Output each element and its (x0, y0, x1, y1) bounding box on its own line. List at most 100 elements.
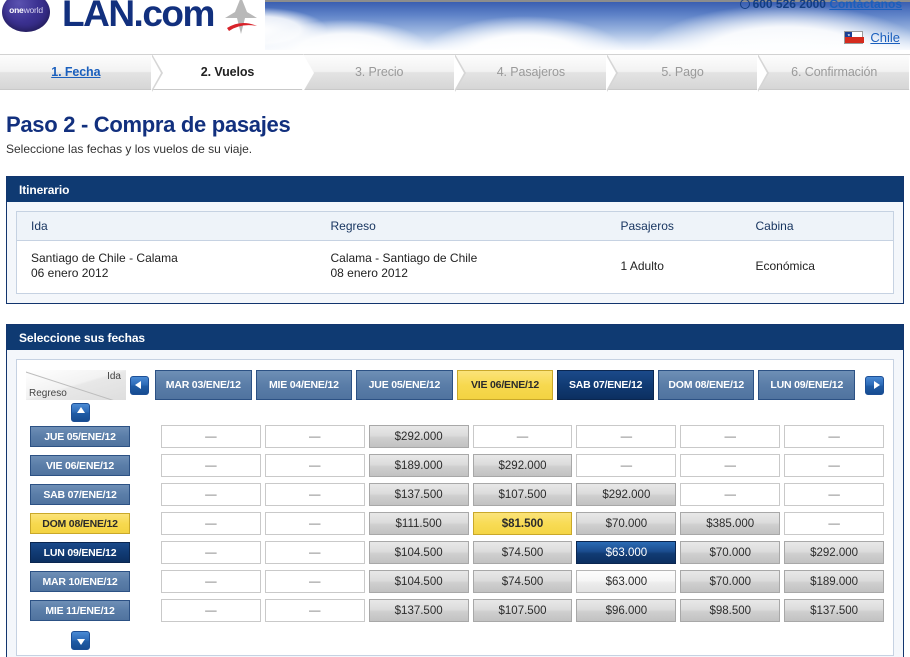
contact-bar: 600 526 2000 Contáctanos (739, 0, 902, 11)
fare-cell-2-2[interactable]: $137.500 (368, 483, 469, 506)
step-5-pago: 5. Pago (606, 54, 770, 92)
fare-cell-6-0: — (161, 599, 261, 622)
itinerary-regreso-cell: Calama - Santiago de Chile 08 enero 2012 (317, 241, 607, 294)
fare-cell-4-3[interactable]: $74.500 (472, 541, 573, 564)
step-1-label[interactable]: 1. Fecha (51, 65, 101, 79)
fare-row-5: MAR 10/ENE/12 — — $104.500 $74.500 $63.0… (26, 569, 885, 594)
fare-row-1: VIE 06/ENE/12 — — $189.000 $292.000 — — … (26, 453, 885, 478)
column-header-4[interactable]: SAB 07/ENE/12 (557, 370, 654, 400)
fare-cell-0-2[interactable]: $292.000 (368, 425, 469, 448)
page-body: Paso 2 - Compra de pasajes Seleccione la… (0, 112, 910, 657)
return-dates-down-row (26, 627, 884, 651)
column-header-0[interactable]: MAR 03/ENE/12 (155, 370, 252, 400)
brand-logo[interactable]: oneworld LAN.com (0, 0, 265, 50)
step-2-label: 2. Vuelos (200, 65, 255, 79)
fare-cell-0-6: — (784, 425, 885, 448)
fare-cell-4-4[interactable]: $63.000 (576, 541, 677, 564)
fare-cell-6-2[interactable]: $137.500 (368, 599, 469, 622)
row-header-1[interactable]: VIE 06/ENE/12 (30, 455, 130, 476)
row-header-3[interactable]: DOM 08/ENE/12 (30, 513, 130, 534)
chile-flag-icon (844, 31, 865, 44)
contact-link[interactable]: Contáctanos (829, 0, 902, 11)
step-4-label: 4. Pasajeros (496, 65, 565, 79)
country-selector[interactable]: Chile (844, 30, 900, 45)
row-header-6[interactable]: MIE 11/ENE/12 (30, 600, 130, 621)
fare-cell-5-3[interactable]: $74.500 (472, 570, 573, 593)
fare-cell-4-2[interactable]: $104.500 (368, 541, 469, 564)
fare-cell-2-3[interactable]: $107.500 (472, 483, 573, 506)
fare-cell-2-4[interactable]: $292.000 (576, 483, 677, 506)
next-dates-button[interactable] (865, 375, 885, 395)
itinerary-ida-cell: Santiago de Chile - Calama 06 enero 2012 (17, 241, 317, 294)
fare-cell-5-6[interactable]: $189.000 (784, 570, 885, 593)
column-header-6[interactable]: LUN 09/ENE/12 (758, 370, 856, 400)
prev-dates-button[interactable] (130, 375, 149, 395)
step-6-label: 6. Confirmación (791, 65, 878, 79)
next-return-dates-button[interactable] (71, 630, 90, 650)
step-2-vuelos[interactable]: 2. Vuelos (151, 54, 314, 92)
arrow-up-icon (76, 407, 85, 413)
oneworld-badge-icon: oneworld (2, 0, 50, 32)
itinerary-header-row: Ida Regreso Pasajeros Cabina (16, 211, 894, 241)
fare-cell-6-3[interactable]: $107.500 (472, 599, 573, 622)
fare-row-6: MIE 11/ENE/12 — — $137.500 $107.500 $96.… (26, 598, 885, 623)
brand-wordmark: LAN.com (62, 0, 215, 34)
fare-grid-panel-body: Ida Regreso MAR 03/ENE/12 MIE 04/ENE/12 … (7, 350, 903, 657)
column-header-1[interactable]: MIE 04/ENE/12 (255, 370, 353, 400)
fare-cell-0-1: — (264, 425, 365, 448)
itinerary-col-cabina: Cabina (741, 211, 894, 241)
fare-row-3: DOM 08/ENE/12 — — $111.500 $81.500 $70.0… (26, 511, 885, 536)
fare-grid-panel-title: Seleccione sus fechas (7, 325, 903, 350)
fare-cell-5-5[interactable]: $70.000 (680, 570, 781, 593)
site-banner: oneworld LAN.com 600 526 2000 Contáctano… (0, 0, 910, 50)
row-header-5[interactable]: MAR 10/ENE/12 (30, 571, 130, 592)
fare-cell-3-2[interactable]: $111.500 (368, 512, 469, 535)
phone-icon (739, 0, 750, 9)
fare-cell-0-4: — (576, 425, 677, 448)
fare-cell-3-5[interactable]: $385.000 (680, 512, 781, 535)
fare-cell-5-1: — (264, 570, 365, 593)
fare-cell-6-5[interactable]: $98.500 (680, 599, 781, 622)
column-header-2[interactable]: JUE 05/ENE/12 (356, 370, 453, 400)
arrow-left-icon (134, 381, 141, 389)
fare-cell-3-6: — (784, 512, 885, 535)
itinerary-row: Santiago de Chile - Calama 06 enero 2012… (17, 241, 894, 294)
fare-cell-5-0: — (161, 570, 261, 593)
column-header-5[interactable]: DOM 08/ENE/12 (657, 370, 755, 400)
fare-cell-2-1: — (264, 483, 365, 506)
row-header-2[interactable]: SAB 07/ENE/12 (30, 484, 130, 505)
row-header-0[interactable]: JUE 05/ENE/12 (30, 426, 130, 447)
itinerary-panel-body: Ida Regreso Pasajeros Cabina Santiago de… (7, 202, 903, 303)
return-dates-up-row (26, 400, 884, 424)
step-1-fecha[interactable]: 1. Fecha (0, 54, 163, 92)
fare-cell-3-4[interactable]: $70.000 (576, 512, 677, 535)
fare-cell-6-4[interactable]: $96.000 (576, 599, 677, 622)
fare-cell-1-2[interactable]: $189.000 (368, 454, 469, 477)
fare-cell-2-0: — (161, 483, 261, 506)
fare-cell-6-1: — (264, 599, 365, 622)
corner-ida-label: Ida (107, 371, 121, 382)
lan-star-icon (225, 0, 257, 34)
fare-cell-0-5: — (680, 425, 781, 448)
fare-cell-5-2[interactable]: $104.500 (368, 570, 469, 593)
fare-cell-4-6[interactable]: $292.000 (784, 541, 885, 564)
ida-route: Santiago de Chile - Calama (31, 251, 178, 265)
row-header-4[interactable]: LUN 09/ENE/12 (30, 542, 130, 563)
country-label[interactable]: Chile (870, 30, 900, 45)
fare-cell-4-1: — (264, 541, 365, 564)
fare-cell-6-6[interactable]: $137.500 (784, 599, 885, 622)
column-header-3[interactable]: VIE 06/ENE/12 (456, 370, 554, 400)
fare-cell-0-0: — (161, 425, 261, 448)
fare-cell-5-4[interactable]: $63.000 (576, 570, 677, 593)
fare-cell-3-3[interactable]: $81.500 (472, 512, 573, 535)
itinerary-panel: Itinerario Ida Regreso Pasajeros Cabina … (6, 176, 904, 304)
prev-return-dates-button[interactable] (71, 402, 90, 422)
fare-row-2: SAB 07/ENE/12 — — $137.500 $107.500 $292… (26, 482, 885, 507)
fare-cell-1-5: — (680, 454, 781, 477)
fare-cell-4-5[interactable]: $70.000 (680, 541, 781, 564)
fare-cell-1-3[interactable]: $292.000 (472, 454, 573, 477)
fare-cell-1-6: — (784, 454, 885, 477)
fare-cell-3-0: — (161, 512, 261, 535)
fare-cell-4-0: — (161, 541, 261, 564)
itinerary-pasajeros-cell: 1 Adulto (620, 258, 664, 273)
